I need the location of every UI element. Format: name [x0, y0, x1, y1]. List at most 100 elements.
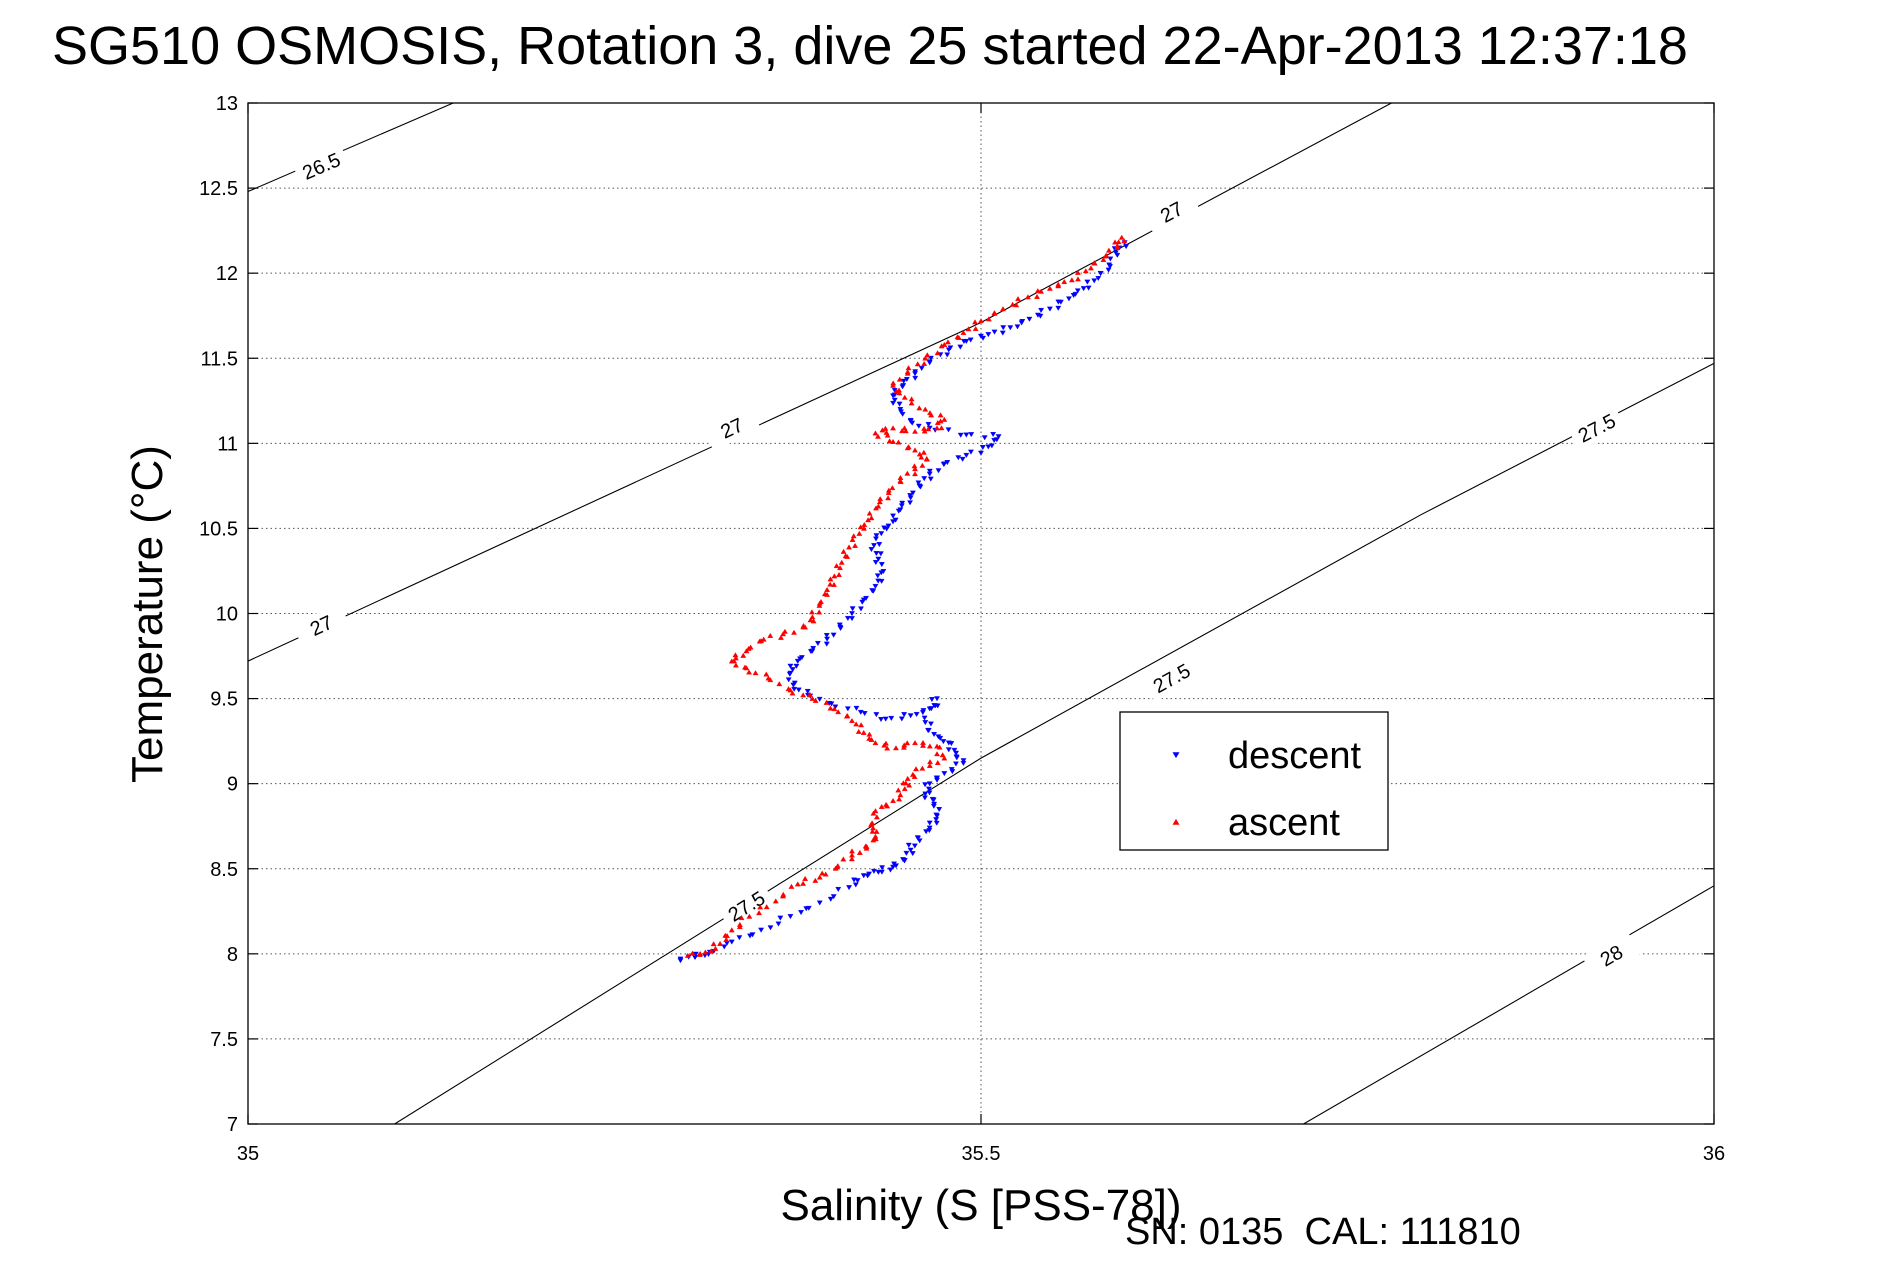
- descent-point: [860, 873, 867, 879]
- ascent-interpolated-point: [689, 950, 696, 956]
- ascent-interpolated-point: [1055, 281, 1062, 287]
- ascent-interpolated-point: [934, 751, 940, 757]
- descent-point: [677, 956, 684, 962]
- ascent-interpolated-point: [816, 602, 823, 608]
- ascent-interpolated-point: [896, 390, 903, 396]
- descent-interpolated-point: [849, 616, 855, 622]
- descent-interpolated-point: [926, 790, 933, 796]
- ascent-point: [772, 898, 779, 904]
- ascent-interpolated-point: [876, 499, 883, 505]
- descent-interpolated-point: [957, 344, 964, 350]
- ascent-interpolated-point: [827, 705, 834, 711]
- descent-interpolated-point: [934, 777, 940, 783]
- descent-interpolated-point: [1084, 279, 1091, 285]
- legend-box: [1119, 711, 1389, 851]
- descent-interpolated-point: [849, 606, 856, 612]
- ascent-interpolated-point: [823, 699, 830, 705]
- ascent-point: [838, 559, 845, 565]
- descent-interpolated-point: [948, 741, 955, 747]
- y-tick-label: 12.5: [199, 178, 238, 200]
- ascent-interpolated-point: [902, 428, 909, 434]
- ascent-interpolated-point: [857, 524, 864, 530]
- ascent-point: [849, 717, 855, 723]
- descent-point: [907, 713, 914, 719]
- descent-point: [890, 393, 896, 399]
- descent-interpolated-point: [901, 858, 908, 864]
- legend-label-descent: descent: [1228, 735, 1362, 777]
- descent-interpolated-point: [1035, 312, 1041, 318]
- contour-label-background: [1142, 654, 1201, 703]
- descent-interpolated-point: [873, 551, 880, 557]
- descent-interpolated-point: [917, 484, 924, 490]
- descent-interpolated-point: [911, 843, 918, 849]
- y-tick-label: 11: [217, 433, 238, 455]
- ascent-interpolated-point: [848, 856, 855, 862]
- y-tick-label: 13: [216, 93, 238, 115]
- ascent-interpolated-point: [1034, 288, 1041, 294]
- ascent-interpolated-point: [902, 780, 909, 786]
- descent-interpolated-point: [791, 686, 798, 692]
- ascent-interpolated-point: [893, 388, 900, 394]
- ascent-interpolated-point: [850, 533, 857, 539]
- ascent-point: [1024, 294, 1031, 300]
- ascent-interpolated-point: [1082, 268, 1089, 274]
- ascent-interpolated-point: [896, 376, 903, 382]
- ascent-point: [831, 706, 838, 712]
- ascent-interpolated-point: [919, 462, 926, 468]
- descent-point: [953, 750, 960, 756]
- ascent-point: [941, 341, 948, 347]
- ascent-interpolated-point: [884, 803, 891, 809]
- descent-interpolated-point: [935, 468, 942, 474]
- ascent-interpolated-point: [905, 365, 912, 371]
- ascent-interpolated-point: [911, 773, 918, 779]
- descent-point: [1007, 325, 1014, 331]
- ascent-interpolated-point: [875, 433, 881, 439]
- ascent-interpolated-point: [1121, 238, 1128, 244]
- ascent-interpolated-point: [904, 740, 911, 746]
- ascent-interpolated-point: [840, 856, 847, 862]
- density-contour-26.5: [248, 103, 454, 193]
- ascent-interpolated-point: [926, 762, 933, 768]
- ascent-interpolated-point: [939, 752, 946, 758]
- ascent-point: [743, 665, 750, 671]
- ascent-interpolated-point: [900, 744, 907, 750]
- ascent-interpolated-point: [1091, 260, 1098, 266]
- descent-interpolated-point: [901, 712, 908, 718]
- descent-point: [926, 781, 933, 787]
- ascent-interpolated-point: [1074, 269, 1081, 275]
- descent-interpolated-point: [921, 715, 928, 721]
- ascent-interpolated-point: [895, 787, 902, 793]
- descent-interpolated-point: [1000, 325, 1007, 331]
- ascent-point: [893, 745, 899, 751]
- ascent-interpolated-point: [897, 792, 904, 798]
- series-descent: [677, 240, 1130, 964]
- descent-interpolated-point: [930, 797, 937, 803]
- legend-marker-ascent: [1172, 818, 1180, 825]
- ascent-interpolated-point: [844, 712, 851, 718]
- ascent-interpolated-point: [861, 521, 868, 527]
- descent-point: [875, 869, 882, 875]
- ascent-interpolated-point: [837, 565, 843, 571]
- descent-point: [846, 885, 853, 891]
- descent-interpolated-point: [913, 711, 920, 718]
- ascent-point: [831, 573, 838, 579]
- ascent-interpolated-point: [712, 945, 719, 951]
- descent-interpolated-point: [923, 829, 930, 835]
- descent-interpolated-point: [859, 599, 866, 605]
- ascent-interpolated-point: [925, 426, 932, 432]
- y-tick-label: 9: [227, 774, 238, 796]
- descent-point: [824, 636, 831, 642]
- ascent-point: [809, 614, 816, 620]
- ascent-interpolated-point: [778, 634, 784, 640]
- ascent-interpolated-point: [1100, 256, 1107, 262]
- descent-interpolated-point: [926, 360, 933, 366]
- descent-interpolated-point: [953, 761, 959, 767]
- descent-interpolated-point: [899, 500, 906, 506]
- ascent-point: [1102, 253, 1109, 259]
- ascent-interpolated-point: [1075, 276, 1081, 282]
- ascent-interpolated-point: [901, 425, 908, 431]
- ascent-point: [1118, 234, 1125, 240]
- descent-interpolated-point: [873, 712, 880, 718]
- ascent-point: [743, 648, 750, 654]
